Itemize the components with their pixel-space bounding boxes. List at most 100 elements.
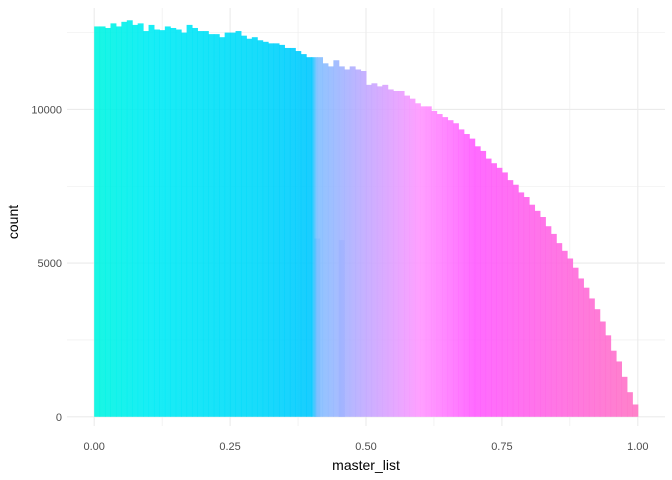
x-tick-label: 0.75 — [491, 441, 512, 453]
x-tick-label: 0.25 — [219, 441, 240, 453]
histogram-bar — [333, 60, 340, 417]
histogram-bar — [322, 63, 329, 417]
histogram-bar — [306, 57, 313, 417]
histogram-bar — [355, 69, 362, 417]
histogram-bar — [610, 350, 617, 417]
histogram-bar — [164, 26, 171, 417]
histogram-bar — [251, 37, 258, 417]
histogram-bar — [213, 34, 220, 417]
histogram-bar — [115, 26, 122, 417]
histogram-bar — [523, 197, 530, 417]
histogram-bar — [170, 27, 177, 417]
histogram-bar — [105, 27, 111, 417]
histogram-bar — [126, 20, 133, 417]
histogram-bar — [474, 146, 481, 417]
histogram-bar — [588, 298, 595, 417]
x-axis-title: master_list — [332, 457, 400, 473]
histogram-bar — [344, 69, 351, 417]
histogram-bar — [578, 278, 584, 417]
histogram-bar — [458, 129, 465, 417]
histogram-bar — [268, 43, 275, 417]
histogram-bar — [262, 41, 269, 417]
histogram-bar — [583, 287, 590, 417]
histogram-bar — [338, 240, 345, 417]
histogram-bar — [616, 361, 623, 417]
histogram-bar — [605, 335, 612, 417]
histogram-bar — [300, 54, 307, 417]
histogram-bar — [197, 31, 204, 417]
histogram-bar — [414, 103, 421, 417]
histogram-bar — [442, 117, 449, 417]
histogram-bar — [175, 29, 182, 417]
histogram-bar — [545, 226, 552, 417]
histogram-bar — [360, 71, 367, 417]
histogram-bar — [230, 32, 237, 417]
histogram-bar — [186, 24, 193, 417]
histogram-bar — [507, 180, 514, 417]
histogram-bar — [246, 38, 253, 417]
histogram-bar — [561, 250, 568, 417]
histogram-bar — [447, 120, 454, 417]
histogram-bar — [192, 27, 198, 417]
histogram-bar — [556, 243, 563, 417]
histogram-bar — [512, 184, 519, 417]
histogram-bar — [311, 57, 318, 417]
histogram-bar — [463, 134, 470, 417]
histogram-bar — [376, 86, 383, 417]
histogram-bar — [626, 392, 633, 417]
histogram-bar — [496, 167, 503, 417]
histogram-bar — [273, 43, 280, 417]
histogram-bar — [235, 31, 242, 417]
histogram-bar — [567, 258, 574, 417]
y-tick-labels: 0 5000 10000 — [31, 104, 62, 423]
histogram-bar — [240, 35, 247, 417]
histogram-bar — [420, 106, 427, 417]
histogram-bar — [153, 29, 160, 417]
y-tick-label: 0 — [56, 412, 62, 424]
x-tick-labels: 0.00 0.25 0.50 0.75 1.00 — [83, 441, 648, 453]
y-tick-label: 5000 — [38, 258, 62, 270]
histogram-bar — [371, 83, 378, 417]
histogram-bar — [289, 47, 296, 417]
histogram-bar — [404, 95, 410, 417]
histogram-bar — [409, 98, 416, 417]
histogram-bar — [436, 114, 443, 417]
histogram-bar — [137, 23, 144, 417]
x-tick-label: 0.00 — [83, 441, 104, 453]
histogram-bar — [143, 31, 150, 417]
histogram-bar — [219, 37, 226, 417]
x-tick-label: 0.50 — [355, 441, 376, 453]
histogram-bar — [534, 210, 541, 417]
histogram-bar — [550, 233, 557, 417]
histogram-bar — [132, 24, 139, 417]
y-tick-label: 10000 — [31, 104, 62, 116]
histogram-bar — [594, 309, 601, 417]
histogram-bar — [284, 47, 291, 417]
histogram-bar — [539, 217, 546, 417]
histogram-bar — [327, 66, 334, 417]
histogram-bar — [529, 204, 536, 417]
histogram-bar — [94, 26, 101, 417]
histogram-bar — [382, 84, 389, 417]
histogram-bar — [398, 90, 405, 417]
histogram-bar — [425, 106, 432, 417]
histogram-bar — [257, 40, 264, 417]
histogram-bar — [208, 34, 215, 417]
histogram-bar — [366, 84, 372, 417]
histogram-bars — [94, 20, 639, 417]
y-axis-title: count — [5, 205, 21, 239]
histogram-bar — [480, 150, 487, 417]
histogram-bar — [181, 32, 188, 417]
histogram-bar — [349, 66, 356, 417]
histogram-bar — [621, 376, 628, 417]
histogram-bar — [159, 30, 166, 417]
histogram-bar — [431, 110, 438, 417]
histogram-bar — [518, 192, 525, 417]
histogram-bar — [501, 172, 508, 417]
histogram-bar — [452, 123, 459, 417]
histogram-bar — [317, 57, 324, 417]
histogram-bar — [387, 89, 394, 417]
histogram-bar — [295, 51, 302, 417]
x-tick-label: 1.00 — [627, 441, 648, 453]
histogram-bar — [469, 138, 476, 417]
